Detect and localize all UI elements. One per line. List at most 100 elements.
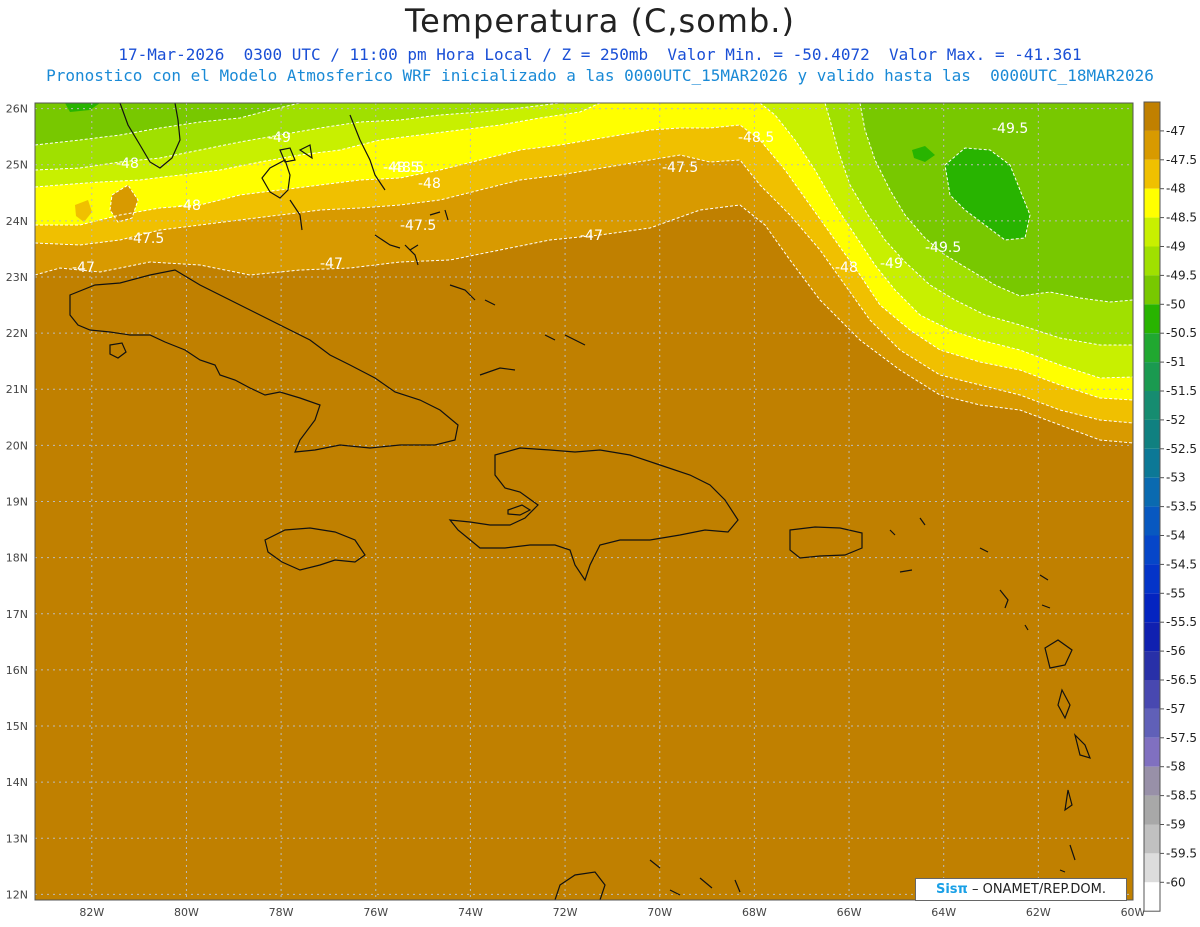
colorbar-swatch	[1144, 419, 1160, 449]
lon-label: 74W	[458, 906, 483, 919]
colorbar-label: -59.5	[1166, 846, 1197, 860]
colorbar-swatch	[1144, 564, 1160, 594]
contour-line-andros	[109, 184, 139, 223]
colorbar-label: -59	[1166, 818, 1186, 832]
colorbar-swatch	[1144, 680, 1160, 709]
lat-label: 21N	[6, 383, 28, 396]
contour-label: -47.5	[662, 160, 698, 176]
colorbar-swatch	[1144, 795, 1160, 825]
lon-label: 72W	[553, 906, 578, 919]
lat-label: 13N	[6, 832, 28, 845]
lat-label: 12N	[6, 888, 28, 901]
contour-label: -48	[835, 260, 858, 276]
colorbar-swatch	[1144, 188, 1160, 218]
coast-cuba	[69, 269, 459, 453]
colorbar-swatch	[1144, 824, 1160, 854]
coast-lesser-antilles	[889, 517, 1091, 873]
coast-south-america	[554, 859, 741, 900]
contour-lines	[35, 103, 1133, 444]
coast-puerto-rico	[789, 526, 863, 559]
lon-label: 76W	[363, 906, 388, 919]
colorbar-swatch	[1144, 130, 1160, 160]
colorbar-label: -52	[1166, 413, 1186, 427]
contour-label: -49	[880, 256, 903, 272]
colorbar-swatch	[1144, 651, 1160, 680]
colorbar-label: -55.5	[1166, 615, 1197, 629]
contour-label: -48.5	[388, 160, 424, 176]
colorbar-swatch	[1144, 275, 1160, 305]
colorbar-label: -49.5	[1166, 268, 1197, 282]
colorbar-label: -60	[1166, 875, 1186, 889]
lon-label: 68W	[742, 906, 767, 919]
lat-label: 24N	[6, 215, 28, 228]
coast-hispaniola	[448, 447, 739, 582]
shaded-field	[35, 103, 1133, 900]
lat-label: 14N	[6, 776, 28, 789]
contour-label: -47	[320, 256, 343, 272]
colorbar-label: -50	[1166, 297, 1186, 311]
contour-line-blob	[944, 147, 1031, 241]
map-subtitle-model-info: Pronostico con el Modelo Atmosferico WRF…	[46, 66, 1154, 85]
colorbar-swatch	[1144, 737, 1160, 767]
lon-label: 62W	[1026, 906, 1051, 919]
colorbar-swatch	[1144, 246, 1160, 276]
contour-line-49-5	[35, 103, 1133, 303]
contour-line-48-5	[35, 103, 1133, 379]
colorbar-swatch	[1144, 391, 1160, 420]
lon-label: 70W	[647, 906, 672, 919]
lat-label: 15N	[6, 720, 28, 733]
colorbar-label: -56	[1166, 644, 1186, 658]
credit-brand: Sisπ	[935, 882, 968, 897]
coast-florida	[119, 103, 181, 169]
colorbar-swatch	[1144, 304, 1160, 334]
field-band-49-5	[35, 103, 1133, 345]
colorbar-label: -48	[1166, 182, 1186, 196]
lat-label: 25N	[6, 159, 28, 172]
lat-label: 26N	[6, 103, 28, 116]
map-title: Temperatura (C,somb.)	[405, 2, 795, 40]
contour-line-47	[35, 204, 1133, 444]
lon-label: 78W	[269, 906, 294, 919]
contour-labels: -49-48.5-48.5-48-48-47.5-47.5-47 -47-47-4…	[72, 121, 1028, 276]
contour-label: -47	[72, 260, 95, 276]
contour-label: -47	[580, 228, 603, 244]
colorbar-swatch	[1144, 535, 1160, 565]
colorbar-swatch	[1144, 766, 1160, 796]
colorbar-label: -49	[1166, 240, 1186, 254]
field-band-50	[35, 103, 1133, 302]
colorbar-label: -54.5	[1166, 557, 1197, 571]
contour-line-49	[35, 103, 1133, 346]
colorbar-swatch	[1144, 853, 1160, 883]
colorbar-swatch	[1144, 217, 1160, 247]
colorbar-swatch	[1144, 102, 1160, 131]
colorbar-swatch	[1144, 448, 1160, 478]
latitude-labels: 26N 25N 24N 23N 22N 21N 20N 19N 18N 17N 16N 15N 14N 1…	[6, 103, 28, 902]
colorbar-label: -50.5	[1166, 326, 1197, 340]
plot-frame	[34, 102, 1134, 901]
credit-text: – ONAMET/REP.DOM.	[971, 882, 1106, 897]
colorbar-label: -53	[1166, 471, 1186, 485]
lon-label: 64W	[931, 906, 956, 919]
colorbar-label: -57.5	[1166, 731, 1197, 745]
contour-label: -48.5	[383, 160, 419, 176]
colorbar-label: -52.5	[1166, 442, 1197, 456]
contour-label: -48.5	[738, 130, 774, 146]
colorbar-swatch	[1144, 622, 1160, 652]
longitude-labels: 82W 80W 78W 76W 74W 72W 70W 68W 66W 64W 62W 60W	[79, 906, 1145, 919]
contour-label: -49.5	[992, 121, 1028, 137]
colorbar-swatch	[1144, 159, 1160, 189]
colorbar-swatch	[1144, 477, 1160, 507]
coastlines	[69, 103, 1091, 900]
colorbar-swatch	[1144, 506, 1160, 536]
colorbar-label: -55	[1166, 586, 1186, 600]
lat-label: 20N	[6, 439, 28, 452]
contour-label: -47.5	[128, 231, 164, 247]
lon-label: 80W	[174, 906, 199, 919]
colorbar-label: -58	[1166, 760, 1186, 774]
coast-abaco	[279, 144, 313, 163]
coast-jamaica	[264, 527, 366, 571]
colorbar-label: -48.5	[1166, 211, 1197, 225]
lat-label: 18N	[6, 552, 28, 565]
colorbar-label: -47.5	[1166, 153, 1197, 167]
